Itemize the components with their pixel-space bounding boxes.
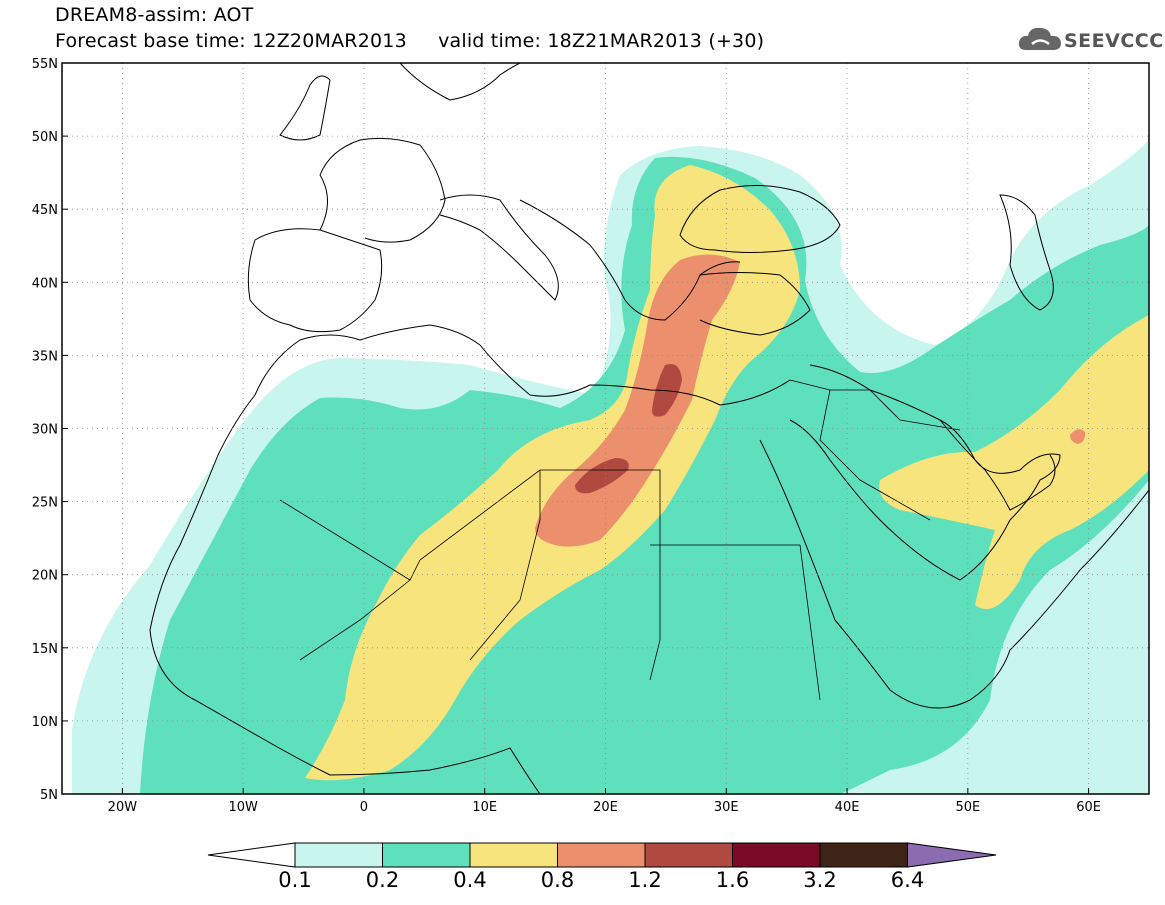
coastline-britain — [279, 75, 331, 141]
colorbar — [207, 842, 997, 868]
tick-label-lat: 55N — [32, 57, 58, 72]
colorbar-arrow-high — [907, 842, 997, 868]
coastline-arabia — [789, 364, 1061, 581]
tick-label-lat: 10N — [32, 715, 58, 730]
coastline-iberia — [247, 228, 383, 333]
colorbar-swatch — [382, 842, 471, 868]
aot-band-0.4-east — [879, 315, 1149, 610]
aot-contours — [72, 140, 1149, 794]
colorbar-swatch — [819, 842, 908, 868]
tick-label-lon: 50E — [955, 800, 980, 815]
colorbar-label: 1.2 — [628, 868, 662, 892]
colorbar-label: 6.4 — [890, 868, 925, 892]
tick-label-lat: 15N — [32, 642, 58, 657]
valid-time: valid time: 18Z21MAR2013 (+30) — [438, 30, 765, 52]
coastline-france — [319, 137, 446, 243]
colorbar-label: 0.8 — [540, 868, 575, 892]
tick-label-lat: 30N — [32, 423, 58, 438]
colorbar-swatch — [557, 842, 646, 868]
colorbar-label: 0.2 — [365, 868, 400, 892]
colorbar-swatch — [294, 842, 383, 868]
coastline-scandinavia — [399, 63, 521, 101]
map-subtitle: Forecast base time: 12Z20MAR2013 valid t… — [55, 30, 764, 52]
coastline-italy — [439, 194, 559, 301]
tick-label-lon: 30E — [714, 800, 739, 815]
cloud-icon — [1018, 27, 1061, 50]
logo-text: SEEVCCC — [1064, 30, 1164, 52]
aot-band-1.2-a — [575, 458, 629, 494]
aot-band-1.2-c — [1070, 429, 1086, 444]
border-sahara — [279, 469, 821, 701]
base-time: Forecast base time: 12Z20MAR2013 — [55, 30, 407, 52]
seevccc-logo: SEEVCCC — [1018, 22, 1163, 58]
colorbar-label: 1.6 — [715, 868, 750, 892]
colorbar-swatch — [644, 842, 733, 868]
tick-label-lon: 10E — [472, 800, 497, 815]
tick-label-lon: 20W — [108, 800, 138, 815]
coastline-africa-west — [149, 339, 541, 794]
tick-label-lat: 50N — [32, 130, 58, 145]
coastlines — [149, 63, 1149, 794]
axis-ticks: 20W 10W 0 10E 20E 30E 40E 50E 60E 5N 10N 15N 20N 25N 3… — [32, 57, 1101, 815]
colorbar-arrow-low — [207, 842, 296, 868]
tick-label-lon: 0 — [360, 800, 368, 815]
tick-label-lon: 20E — [593, 800, 618, 815]
tick-label-lat: 40N — [32, 276, 58, 291]
coastline-north-africa — [299, 324, 791, 406]
coastline-persian-gulf — [939, 419, 1056, 511]
colorbar-label: 0.1 — [278, 868, 312, 892]
tick-label-lat: 45N — [32, 203, 58, 218]
coastline-turkey — [699, 272, 811, 336]
border-middle-east — [789, 379, 961, 521]
tick-label-lat: 5N — [40, 788, 58, 803]
tick-label-lat: 25N — [32, 496, 58, 511]
coastline-black-sea — [679, 185, 841, 253]
tick-label-lon: 40E — [835, 800, 860, 815]
colorbar-swatch — [732, 842, 821, 868]
coastline-red-sea — [759, 439, 1149, 709]
colorbar-label: 3.2 — [803, 868, 837, 892]
colorbar-swatch — [469, 842, 558, 868]
tick-label-lon: 60E — [1076, 800, 1101, 815]
coastline-caspian — [999, 194, 1054, 311]
colorbar-label: 0.4 — [453, 868, 487, 892]
tick-label-lat: 35N — [32, 349, 58, 364]
tick-label-lat: 20N — [32, 569, 58, 584]
tick-label-lon: 10W — [228, 800, 258, 815]
map-title: DREAM8-assim: AOT — [55, 4, 254, 26]
